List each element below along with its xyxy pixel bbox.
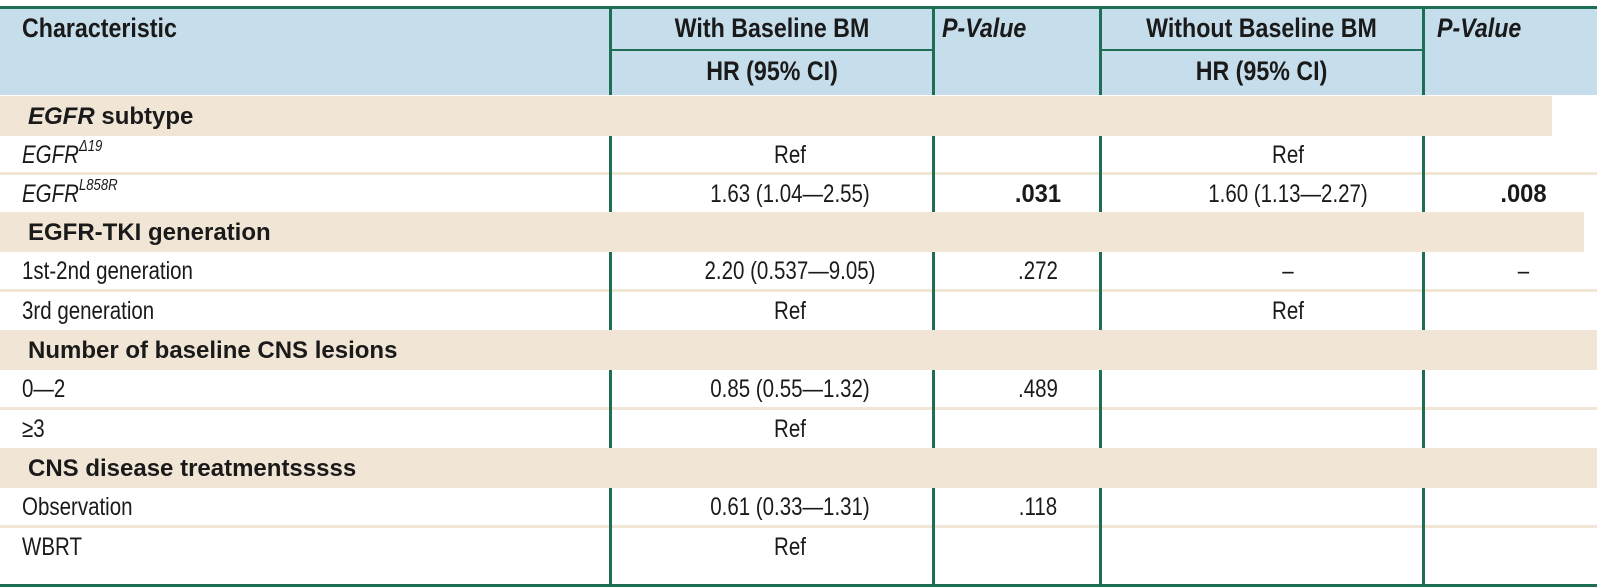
with-hr-cell: 0.61 (0.33—1.31)	[710, 493, 870, 521]
with-hr-cell: 2.20 (0.537—9.05)	[704, 257, 876, 285]
header-hr-ci-with: HR (95% CI)	[706, 56, 838, 86]
column-divider	[1099, 136, 1102, 212]
with-p-cell	[972, 136, 1103, 175]
header-hr-ci-without: HR (95% CI)	[1195, 56, 1328, 86]
column-divider	[609, 252, 612, 330]
table-row: Observation 0.61 (0.33—1.31) .118	[0, 488, 1597, 527]
with-hr-cell: Ref	[774, 141, 806, 169]
row-label: EGFRL858R	[22, 177, 118, 209]
without-hr-cell: Ref	[1272, 297, 1304, 325]
with-p-cell: .272	[1018, 257, 1058, 285]
without-p-cell	[1463, 136, 1584, 175]
with-p-cell	[972, 528, 1103, 567]
without-p-cell	[1463, 410, 1584, 449]
column-divider	[1422, 136, 1425, 212]
with-hr-cell: 1.63 (1.04—2.55)	[710, 180, 870, 208]
section-egfr-subtype: EGFR subtype	[0, 96, 1552, 136]
table-row: EGFRL858R 1.63 (1.04—2.55) .031 1.60 (1.…	[0, 175, 1597, 214]
table-row: 1st-2nd generation 2.20 (0.537—9.05) .27…	[0, 252, 1597, 291]
without-p-cell	[1463, 488, 1584, 527]
column-divider	[609, 370, 612, 448]
table-row: 0—2 0.85 (0.55—1.32) .489	[0, 370, 1597, 409]
row-divider	[0, 172, 1597, 175]
table-bottom-rule	[0, 584, 1597, 587]
row-label: 0—2	[22, 375, 66, 403]
column-divider	[1422, 370, 1425, 448]
column-divider	[932, 488, 935, 584]
with-p-cell	[972, 292, 1103, 331]
row-label: 3rd generation	[22, 297, 155, 325]
column-divider	[1422, 488, 1425, 584]
header-subrule-with	[610, 49, 934, 51]
table-row: ≥3 Ref	[0, 410, 1597, 449]
row-label: EGFRΔ19	[22, 138, 103, 170]
column-divider	[932, 252, 935, 330]
row-label: ≥3	[22, 415, 45, 443]
with-p-cell: .031	[1014, 180, 1062, 208]
without-hr-cell	[1165, 370, 1411, 409]
header-p-value-without: P-Value	[1437, 13, 1522, 43]
column-divider	[1099, 252, 1102, 330]
with-p-cell: .118	[1018, 493, 1058, 521]
table-row: 3rd generation Ref Ref	[0, 292, 1597, 331]
column-divider	[1422, 9, 1425, 95]
without-hr-cell	[1165, 528, 1411, 567]
without-hr-cell	[1165, 410, 1411, 449]
row-label: 1st-2nd generation	[22, 257, 193, 285]
column-divider	[1099, 9, 1102, 95]
column-divider	[1099, 488, 1102, 584]
with-hr-cell: 0.85 (0.55—1.32)	[710, 375, 870, 403]
row-divider	[0, 407, 1597, 410]
section-title: Number of baseline CNS lesions	[28, 337, 398, 364]
column-divider	[932, 9, 935, 95]
section-title: EGFR-TKI generation	[28, 219, 271, 246]
without-p-cell: .008	[1500, 180, 1547, 208]
without-p-cell	[1463, 370, 1584, 409]
column-divider	[1422, 252, 1425, 330]
column-divider	[609, 9, 612, 95]
column-divider	[932, 136, 935, 212]
table-row: WBRT Ref	[0, 528, 1597, 567]
row-label: WBRT	[22, 533, 82, 561]
with-hr-cell: Ref	[774, 533, 806, 561]
with-p-cell	[972, 410, 1103, 449]
with-hr-cell: Ref	[774, 415, 806, 443]
header-subrule-without	[1100, 49, 1423, 51]
without-p-cell: –	[1517, 257, 1530, 285]
without-hr-cell: Ref	[1272, 141, 1304, 169]
table-top-rule	[0, 6, 1597, 9]
row-label: Observation	[22, 493, 133, 521]
table-row: EGFRΔ19 Ref Ref	[0, 136, 1597, 175]
row-divider	[0, 525, 1597, 528]
header-with-baseline-bm: With Baseline BM	[674, 13, 870, 43]
without-hr-cell: –	[1282, 257, 1294, 285]
section-title: EGFR subtype	[28, 103, 194, 130]
section-baseline-cns-lesions: Number of baseline CNS lesions	[0, 330, 1597, 370]
header-without-baseline-bm: Without Baseline BM	[1146, 13, 1377, 43]
with-p-cell: .489	[1018, 375, 1058, 403]
section-title: CNS disease treatmentsssss	[28, 455, 357, 482]
header-p-value-with: P-Value	[942, 13, 1027, 43]
without-hr-cell	[1165, 488, 1411, 527]
row-divider	[0, 289, 1597, 292]
without-hr-cell: 1.60 (1.13—2.27)	[1208, 180, 1368, 208]
section-cns-disease-treatments: CNS disease treatmentsssss	[0, 448, 1597, 488]
without-p-cell	[1463, 528, 1584, 567]
table-header: Characteristic With Baseline BM P-Value …	[0, 9, 1597, 95]
column-divider	[609, 136, 612, 212]
column-divider	[1099, 370, 1102, 448]
with-hr-cell: Ref	[774, 297, 806, 325]
header-characteristic: Characteristic	[22, 13, 177, 43]
column-divider	[932, 370, 935, 448]
column-divider	[609, 488, 612, 584]
section-egfr-tki-generation: EGFR-TKI generation	[0, 212, 1584, 252]
without-p-cell	[1463, 292, 1584, 331]
